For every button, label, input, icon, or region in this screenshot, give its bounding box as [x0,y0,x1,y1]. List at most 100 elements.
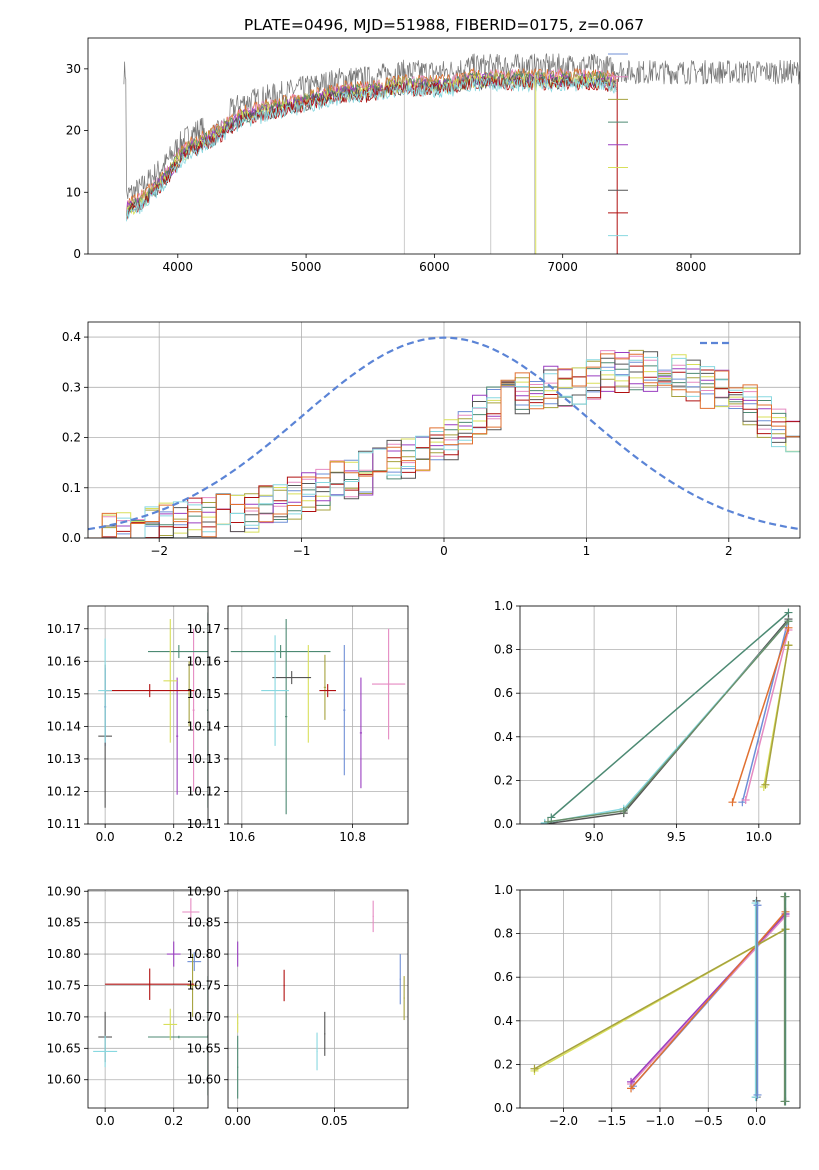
y-tick-label: 10.80 [187,947,221,961]
y-tick-label: 0.0 [494,817,513,831]
mass-weight-line [550,611,789,819]
y-tick-label: 10.85 [187,916,221,930]
mass-vs-extinction-panel: 0.00 0.05 10.60 10.65 10.70 10.75 10.80 10.85 10… [187,884,409,1128]
plot-area [123,53,800,254]
x-tick-label: 0.0 [96,830,115,844]
plot-area [93,898,208,1096]
axes-frame [87,889,209,1109]
y-tick-label: 0.0 [494,1101,513,1115]
x-tick-label: 6000 [419,260,450,274]
y-tick-label: 0 [73,247,81,261]
y-tick-label: 10.90 [187,884,221,898]
y-tick-label: 30 [66,62,81,76]
y-tick-label: 10.85 [47,916,81,930]
y-tick-label: 10.12 [187,784,221,798]
mass-weight-marker [540,818,549,824]
x-tick-label: 0.0 [747,1114,766,1128]
y-tick-label: 10.11 [47,817,81,831]
x-tick-label: 0.0 [96,1114,115,1128]
plot-area [530,892,790,1106]
figure-title: PLATE=0496, MJD=51988, FIBERID=0175, z=0… [244,16,644,34]
mass-weight-marker [784,617,793,626]
y-tick-label: 10.13 [187,752,221,766]
mass-weight-marker [780,1097,789,1106]
y-tick-label: 10.65 [187,1041,221,1055]
y-tick-label: 1.0 [494,599,513,613]
x-tick-label: 5000 [291,260,322,274]
y-tick-label: 10.60 [187,1073,221,1087]
axes-frame [227,889,409,1109]
mass-weight-line [764,645,790,785]
axes-frame [87,321,801,539]
mass-weight-line [630,911,787,1089]
model-spectrum-line [126,77,617,222]
axes-frame [519,605,801,825]
plot-area [88,336,800,538]
mass-weight-line [731,627,790,803]
age-vs-metallicity-panel: 0.0 0.2 10.11 10.12 10.13 10.14 10.15 10.16 10.1… [47,605,209,844]
mass-weight-marker [759,782,768,791]
y-tick-label: 10.14 [47,719,81,733]
x-tick-label: 8000 [676,260,707,274]
age-vs-mass-panel: 10.6 10.8 10.11 10.12 10.13 10.14 10.15 10.16 10… [187,605,409,844]
mass-weight-marker [780,892,789,901]
axes-frame [519,889,801,1109]
residual-histogram [88,353,800,538]
x-tick-label: 0.2 [164,1114,183,1128]
y-tick-label: 0.2 [494,773,513,787]
y-tick-label: 10.12 [47,784,81,798]
x-tick-label: 10.8 [339,830,366,844]
spectrum-panel: 4000 5000 6000 7000 8000 0 10 20 30 [66,37,801,274]
residuals-panel: −2 −1 0 1 2 0.0 0.1 0.2 0.3 0.4 [62,321,801,558]
x-tick-label: 10.6 [228,830,255,844]
mass-weight-marker [544,817,552,824]
y-tick-label: 10.16 [47,654,81,668]
x-tick-label: 10.0 [745,830,772,844]
y-tick-label: 0.2 [494,1057,513,1071]
x-tick-label: 2 [725,544,733,558]
x-tick-label: 0.2 [164,830,183,844]
y-tick-label: 10.65 [47,1041,81,1055]
x-tick-label: 0 [440,544,448,558]
x-tick-label: −0.5 [694,1114,723,1128]
y-tick-label: 10.17 [47,622,81,636]
x-tick-label: 4000 [163,260,194,274]
y-tick-label: 0.6 [494,686,513,700]
x-tick-label: 9.5 [667,830,686,844]
y-tick-label: 10.90 [47,884,81,898]
y-tick-label: 10.75 [47,978,81,992]
y-tick-label: 10.14 [187,719,221,733]
mass-weight-marker [761,780,770,789]
mass-weight-marker [751,899,760,908]
y-tick-label: 0.6 [494,970,513,984]
mass-weight-marker [627,1084,636,1093]
x-tick-label: −1.0 [645,1114,674,1128]
y-tick-label: 10.16 [187,654,221,668]
mass-weight-marker [752,896,761,905]
mass-weight-marker [728,798,737,807]
x-tick-label: −2 [150,544,168,558]
plot-area [230,619,406,815]
y-tick-label: 0.4 [62,330,81,344]
y-tick-label: 10.60 [47,1073,81,1087]
mass-weight-marker [619,806,628,815]
y-tick-label: 20 [66,124,81,138]
plot-area [237,900,405,1099]
y-tick-label: 0.4 [494,730,513,744]
axes-frame [87,605,209,825]
y-tick-label: 0.0 [62,531,81,545]
mass-weight-line [544,620,790,824]
mass-weight-line [547,620,790,823]
plot-area [98,612,208,808]
y-tick-label: 0.4 [494,1014,513,1028]
x-tick-label: 7000 [547,260,578,274]
normal-distribution-curve [88,336,800,531]
mass-vs-metallicity-panel: 0.0 0.2 10.60 10.65 10.70 10.75 10.80 10.85 10.9… [47,884,209,1128]
plot-area [540,608,793,824]
y-tick-label: 10.15 [47,687,81,701]
x-tick-label: 0.00 [224,1114,251,1128]
x-tick-label: −1.5 [597,1114,626,1128]
mass-weight-line [744,629,790,801]
y-tick-label: 0.8 [494,643,513,657]
